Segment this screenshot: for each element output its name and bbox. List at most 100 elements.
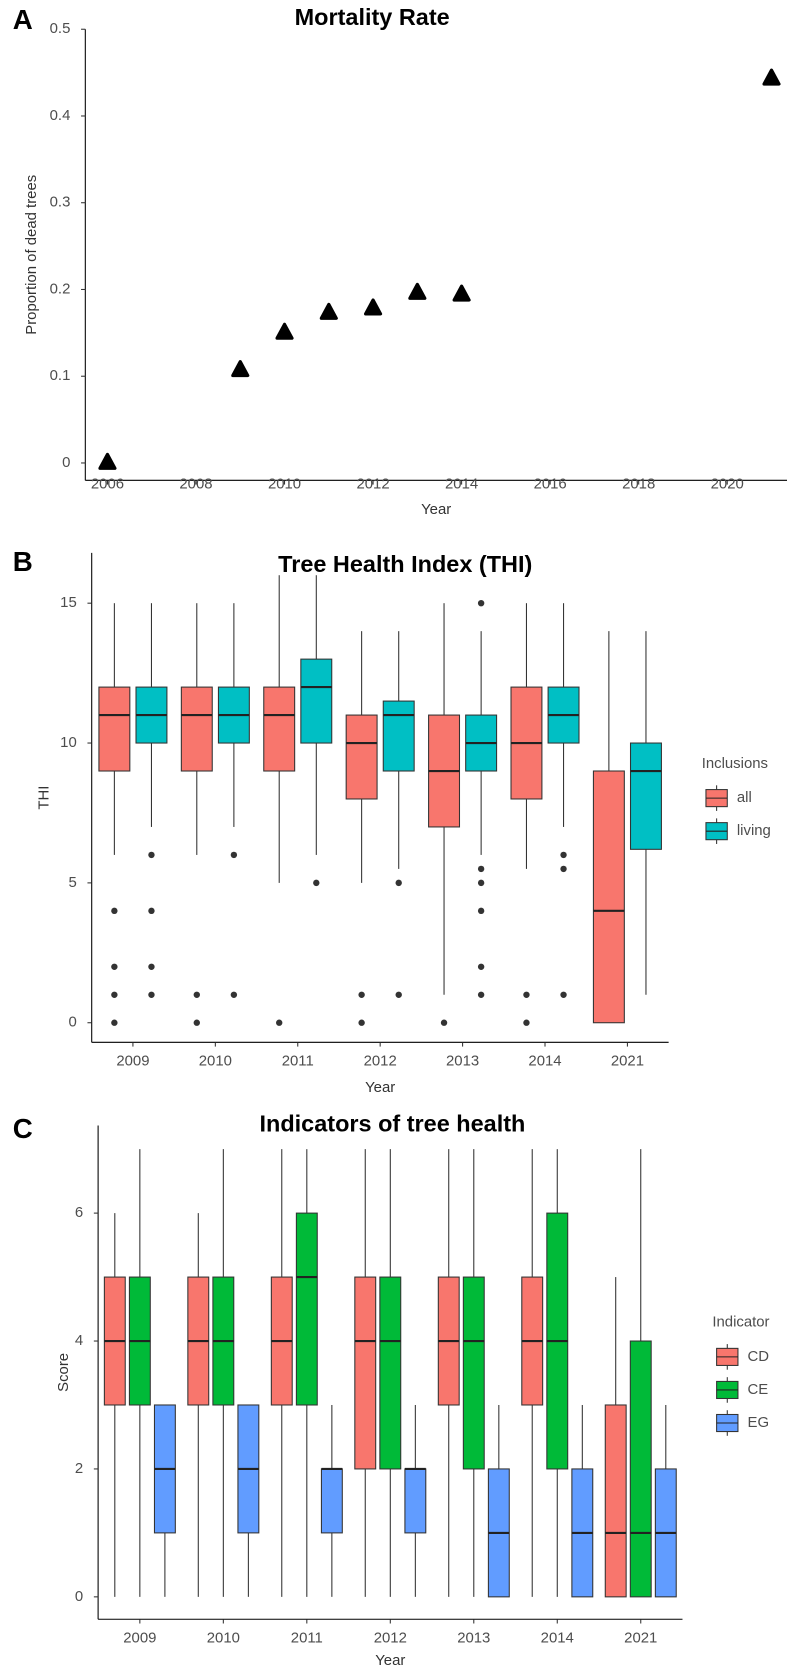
box [345, 714, 378, 800]
chart-title: Mortality Rate [295, 4, 450, 30]
outlier [477, 963, 485, 970]
outlier [148, 851, 155, 859]
box [592, 770, 625, 1024]
box [379, 1276, 402, 1470]
outlier [148, 991, 155, 998]
x-tick-label: 2009 [116, 1052, 149, 1069]
y-tick-label: 0 [75, 1588, 83, 1605]
point [452, 284, 471, 302]
y-tick-label: 0.2 [50, 280, 71, 297]
x-tick-label: 2020 [711, 476, 744, 493]
x-tick-label: 2014 [528, 1052, 561, 1069]
x-tick-label: 2010 [207, 1629, 240, 1646]
outlier [395, 991, 402, 998]
point [98, 452, 117, 470]
outlier [148, 963, 155, 970]
box [382, 700, 415, 772]
y-axis-label: Score [55, 1353, 72, 1392]
point [231, 360, 250, 378]
outlier [523, 1019, 530, 1026]
outlier [111, 991, 118, 998]
legend-label: all [737, 789, 752, 806]
outlier [477, 599, 485, 607]
x-tick-label: 2021 [611, 1052, 644, 1069]
box [354, 1276, 377, 1470]
x-tick-label: 2018 [622, 476, 655, 493]
outlier [560, 991, 567, 998]
outlier [230, 991, 238, 998]
outlier [440, 1019, 448, 1026]
panel-label: C [13, 1113, 33, 1144]
outlier [358, 1019, 365, 1026]
outlier [477, 865, 485, 873]
box [300, 658, 333, 744]
x-tick-label: 2006 [91, 476, 124, 493]
legend-label: CE [748, 1381, 769, 1398]
outlier [477, 991, 485, 998]
x-axis-label: Year [421, 501, 451, 518]
x-tick-label: 2011 [282, 1052, 314, 1069]
box [604, 1404, 627, 1598]
legend-title: Indicator [712, 1314, 769, 1331]
outlier [193, 991, 200, 998]
x-tick-label: 2014 [541, 1629, 574, 1646]
chart-title: Indicators of tree health [260, 1111, 526, 1137]
y-axis-label: Proportion of dead trees [23, 175, 40, 335]
x-tick-label: 2013 [457, 1629, 490, 1646]
y-tick-label: 0.1 [50, 367, 71, 384]
x-tick-label: 2016 [534, 476, 567, 493]
y-tick-label: 0.3 [50, 194, 71, 211]
outlier [560, 865, 567, 873]
point [762, 68, 781, 86]
x-tick-label: 2010 [268, 476, 301, 493]
outlier [313, 879, 320, 887]
legend-label: living [737, 822, 771, 839]
outlier [395, 879, 402, 887]
outlier [148, 907, 155, 915]
x-axis-label: Year [375, 1652, 405, 1669]
y-tick-label: 0 [62, 454, 70, 471]
panel-label: A [13, 4, 33, 35]
outlier [358, 991, 365, 998]
legend-label: EG [748, 1414, 770, 1431]
x-tick-label: 2013 [446, 1052, 479, 1069]
x-tick-label: 2012 [364, 1052, 397, 1069]
chart-title: Tree Health Index (THI) [278, 551, 532, 577]
y-tick-label: 10 [60, 734, 77, 751]
point [364, 298, 383, 316]
y-tick-label: 5 [68, 874, 76, 891]
x-axis-label: Year [365, 1079, 395, 1096]
y-tick-label: 6 [75, 1204, 83, 1221]
box [629, 1340, 652, 1598]
x-tick-label: 2014 [445, 476, 478, 493]
box [295, 1212, 318, 1406]
legend-title: Inclusions [702, 755, 768, 772]
outlier [523, 991, 530, 998]
x-tick-label: 2012 [356, 476, 389, 493]
box [263, 686, 296, 772]
box [462, 1276, 485, 1470]
outlier [560, 851, 567, 859]
outlier [111, 963, 118, 970]
x-tick-label: 2010 [199, 1052, 232, 1069]
outlier [111, 907, 118, 915]
outlier [477, 907, 485, 915]
box [320, 1468, 343, 1534]
legend-label: CD [748, 1348, 770, 1365]
outlier [477, 879, 485, 887]
x-tick-label: 2008 [179, 476, 212, 493]
outlier [193, 1019, 200, 1026]
x-tick-label: 2009 [123, 1629, 156, 1646]
y-tick-label: 2 [75, 1460, 83, 1477]
outlier [230, 851, 238, 859]
box [180, 686, 213, 772]
y-tick-label: 0.5 [50, 20, 71, 37]
point [319, 302, 338, 320]
box [98, 686, 131, 772]
x-tick-label: 2021 [624, 1629, 657, 1646]
x-tick-label: 2012 [374, 1629, 407, 1646]
y-tick-label: 0 [68, 1014, 76, 1031]
box [629, 742, 662, 850]
